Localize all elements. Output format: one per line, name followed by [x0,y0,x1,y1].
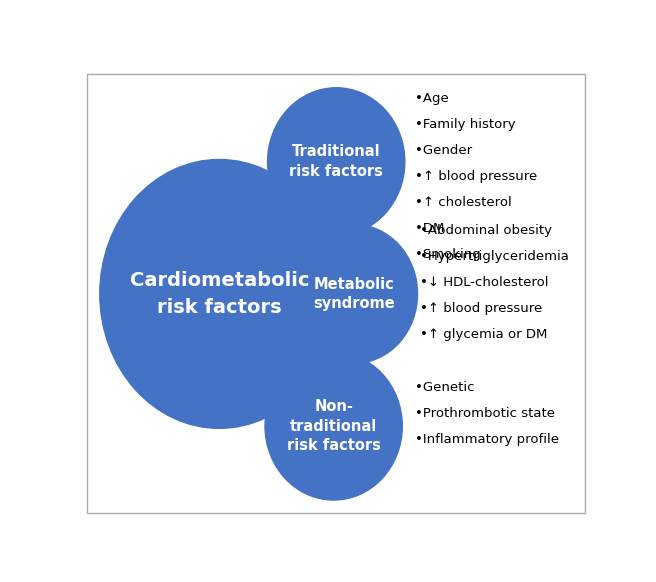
Text: •DM: •DM [415,222,444,235]
Text: •↑ glycemia or DM: •↑ glycemia or DM [420,328,548,342]
Text: •Genetic: •Genetic [415,381,474,394]
Text: Traditional
risk factors: Traditional risk factors [289,144,383,179]
Text: •Age: •Age [415,93,449,105]
Ellipse shape [268,88,405,236]
Text: •↑ cholesterol: •↑ cholesterol [415,196,512,209]
Text: Non-
traditional
risk factors: Non- traditional risk factors [287,399,380,453]
Text: •Inflammatory profile: •Inflammatory profile [415,433,559,446]
Text: •Family history: •Family history [415,118,516,131]
Text: •↑ blood pressure: •↑ blood pressure [415,170,537,183]
Text: •Hypertriglyceridemia: •Hypertriglyceridemia [420,250,569,264]
Ellipse shape [265,352,402,500]
Text: Metabolic
syndrome: Metabolic syndrome [313,276,395,311]
Text: Cardiometabolic
risk factors: Cardiometabolic risk factors [129,271,309,317]
Text: •Gender: •Gender [415,144,472,157]
Ellipse shape [291,225,418,363]
Text: •↑ blood pressure: •↑ blood pressure [420,303,543,315]
Text: •↓ HDL-cholesterol: •↓ HDL-cholesterol [420,276,548,289]
Ellipse shape [100,159,338,428]
Text: •Abdominal obesity: •Abdominal obesity [420,225,552,237]
Text: •Smoking: •Smoking [415,248,481,261]
Text: •Prothrombotic state: •Prothrombotic state [415,407,555,420]
